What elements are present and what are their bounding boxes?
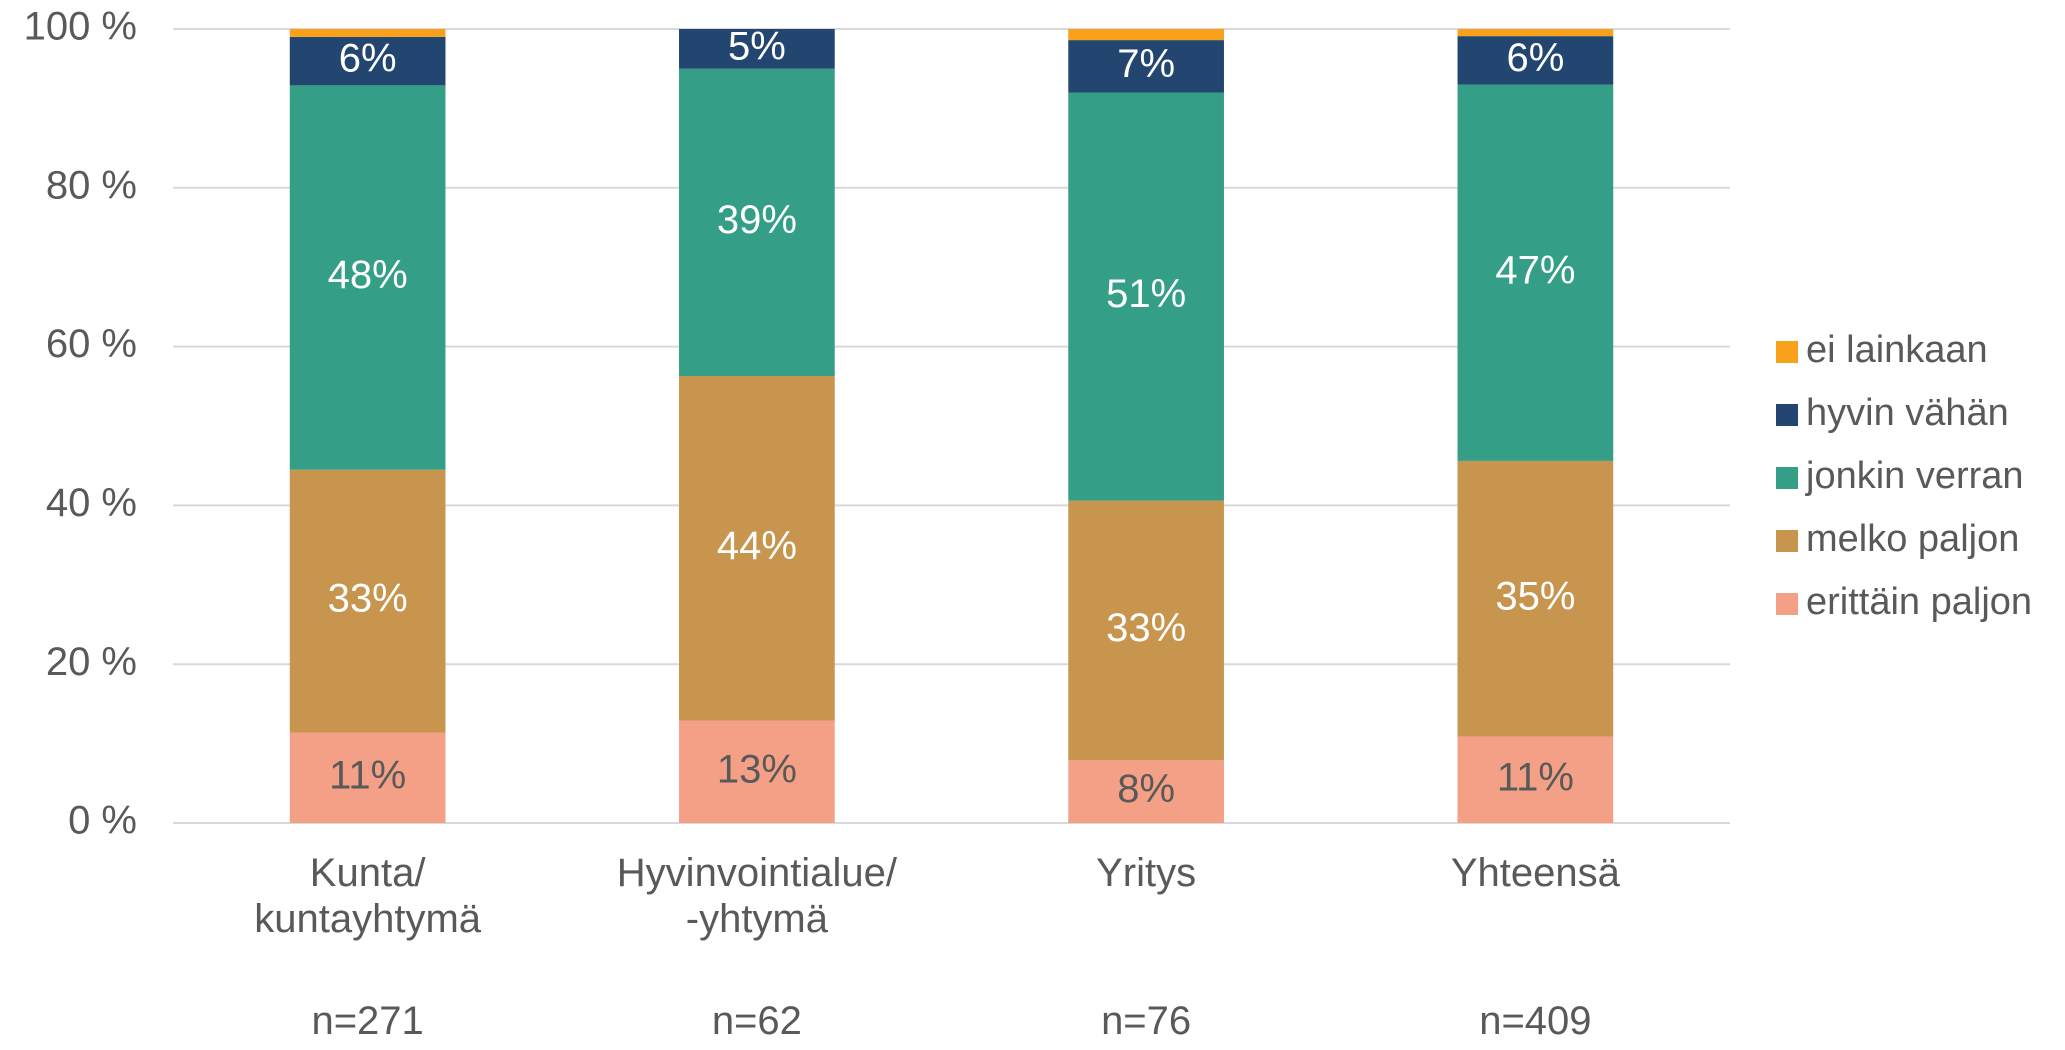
legend-label: erittäin paljon	[1806, 581, 2032, 623]
legend-label: melko paljon	[1806, 518, 2019, 560]
bar-segment	[679, 720, 835, 823]
sample-size: n=62	[711, 999, 802, 1043]
data-label: 39%	[717, 198, 797, 242]
bar-segment	[289, 29, 446, 37]
bar-segment	[679, 68, 835, 376]
legend-label: jonkin verran	[1805, 455, 2024, 497]
legend-swatch	[1776, 467, 1798, 489]
bar-segment	[1068, 92, 1224, 501]
data-label: 5%	[728, 24, 786, 68]
y-tick-label: 0 %	[68, 799, 137, 843]
bar-segment	[1068, 760, 1224, 823]
y-tick-label: 100 %	[24, 5, 137, 49]
legend-swatch	[1776, 593, 1798, 615]
data-label: 11%	[1497, 755, 1574, 799]
data-label: 35%	[1495, 574, 1575, 618]
legend-swatch	[1776, 341, 1798, 363]
data-label: 44%	[717, 524, 797, 568]
bar-segment	[289, 36, 446, 86]
legend-swatch	[1776, 404, 1798, 426]
bar-segment	[1457, 36, 1614, 85]
data-label: 6%	[339, 37, 397, 81]
bar-segment	[289, 469, 446, 733]
y-tick-label: 20 %	[46, 640, 137, 684]
y-tick-label: 60 %	[46, 322, 137, 366]
data-label: 33%	[328, 577, 408, 621]
legend-swatch	[1776, 530, 1798, 552]
x-tick-label: Yritys	[1096, 851, 1197, 895]
data-label: 11%	[329, 753, 406, 797]
bar-segment	[1068, 500, 1224, 761]
data-label: 48%	[328, 253, 408, 297]
bar-segment	[679, 29, 835, 69]
data-label: 6%	[1506, 36, 1564, 80]
bar-segment	[1457, 460, 1614, 737]
data-label: 13%	[717, 747, 797, 791]
y-tick-label: 40 %	[46, 481, 137, 525]
data-label: 8%	[1117, 767, 1175, 811]
bar-segment	[289, 85, 446, 470]
data-label: 51%	[1106, 272, 1186, 316]
x-tick-label: Hyvinvointialue/ -yhtymä	[616, 851, 897, 941]
sample-size: n=76	[1101, 999, 1192, 1043]
data-label: 47%	[1495, 248, 1575, 292]
legend-label: ei lainkaan	[1806, 329, 1988, 371]
bar-segment	[289, 732, 446, 823]
y-tick-label: 80 %	[46, 163, 137, 207]
data-label: 7%	[1117, 42, 1175, 86]
bar-segment	[1457, 736, 1614, 823]
legend-label: hyvin vähän	[1806, 392, 2009, 434]
bar-segment	[679, 375, 835, 721]
sample-size: n=271	[311, 999, 424, 1043]
x-tick-label: Yhteensä	[1450, 851, 1620, 895]
data-label: 33%	[1106, 606, 1186, 650]
bar-segment	[1457, 29, 1614, 37]
bar-segment	[1068, 29, 1224, 41]
bar-segment	[1457, 84, 1614, 461]
x-tick-label: Kunta/ kuntayhtymä	[254, 851, 482, 941]
sample-size: n=409	[1479, 999, 1592, 1043]
bar-segment	[1068, 40, 1224, 93]
